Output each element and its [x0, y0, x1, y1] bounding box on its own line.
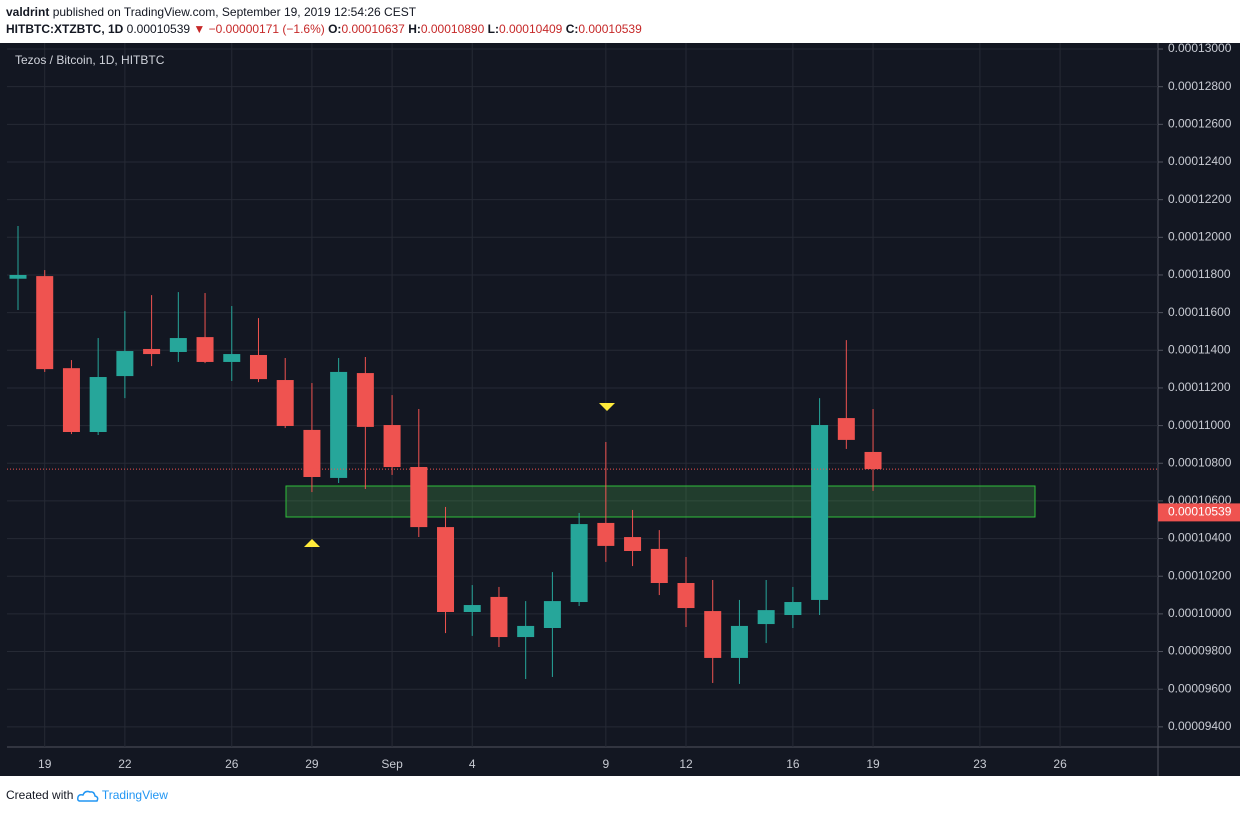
candle-body — [490, 596, 508, 638]
last-price-box — [1158, 503, 1240, 522]
candle-body — [9, 274, 27, 279]
x-tick-label: Sep — [381, 757, 403, 771]
candle-body — [864, 451, 882, 470]
candle-body — [650, 548, 668, 584]
ohlc-value: 0.00010539 — [578, 22, 642, 36]
published: published on TradingView.com, September … — [52, 5, 417, 19]
candle-body — [62, 368, 80, 432]
candle-body — [223, 354, 241, 362]
x-tick-label: 26 — [225, 757, 239, 771]
x-tick-label: 26 — [1053, 757, 1067, 771]
created: Created with — [6, 788, 74, 802]
candle-body — [784, 602, 802, 616]
chart-bg — [0, 43, 1240, 776]
ohlc-value: 0.00010637 — [341, 22, 405, 36]
candle-body — [624, 537, 642, 551]
brand-logo — [76, 790, 99, 802]
y-tick-label: 0.00012800 — [1168, 79, 1232, 93]
candle-body — [730, 625, 748, 658]
up-marker — [304, 539, 320, 547]
candle-body — [517, 625, 535, 638]
ohlc-value: 0.00010890 — [420, 22, 485, 36]
candle-body — [196, 337, 214, 362]
footer: Created with TradingView — [6, 788, 168, 803]
y-tick-label: 0.00011600 — [1168, 305, 1231, 319]
y-tick-label: 0.00012200 — [1168, 192, 1232, 206]
y-tick-label: 0.00012400 — [1168, 154, 1232, 168]
candle-body — [837, 418, 855, 440]
y-tick-label: 0.00011400 — [1168, 342, 1231, 356]
y-tick-label: 0.00012000 — [1168, 229, 1232, 243]
x-tick-label: 9 — [602, 757, 609, 771]
symbol: HITBTC:XTZBTC, 1D — [6, 22, 124, 36]
y-tick-label: 0.00010000 — [1168, 606, 1232, 620]
x-tick-label: 29 — [305, 757, 319, 771]
x-tick-label: 19 — [866, 757, 880, 771]
candle-body — [437, 527, 455, 612]
ohlc-key: O: — [328, 22, 342, 36]
x-tick-label: 23 — [973, 757, 987, 771]
candle-body — [570, 524, 588, 603]
ohlc-key: C: — [565, 22, 579, 36]
y-tick-label: 0.00010200 — [1168, 568, 1232, 582]
y-tick-label: 0.00010800 — [1168, 455, 1232, 469]
candle-body — [383, 425, 401, 468]
x-tick-label: 12 — [679, 757, 693, 771]
candle-body — [89, 377, 107, 432]
y-tick-label: 0.00009800 — [1168, 644, 1232, 658]
x-tick-label: 4 — [469, 757, 476, 771]
y-tick-label: 0.00012600 — [1168, 117, 1232, 131]
chart-title: Tezos / Bitcoin, 1D, HITBTC — [15, 53, 165, 67]
candle-body — [330, 371, 348, 478]
candle-body — [704, 611, 722, 658]
candle-body — [811, 425, 829, 600]
candle-body — [143, 348, 161, 355]
candle-body — [36, 276, 54, 370]
ohlc-key: L: — [487, 22, 499, 36]
last-price-label: 0.00010539 — [1168, 505, 1232, 519]
y-tick-label: 0.00010400 — [1168, 531, 1232, 545]
quote-line: HITBTC:XTZBTC, 1D 0.00010539 ▼ −0.000001… — [6, 22, 642, 36]
last: 0.00010539 — [126, 22, 191, 36]
change: −0.00000171 (−1.6%) — [208, 22, 325, 36]
candle-body — [597, 522, 615, 546]
publish-line: valdrint published on TradingView.com, S… — [6, 5, 416, 19]
ohlc-value: 0.00010409 — [498, 22, 563, 36]
brand[interactable]: TradingView — [101, 788, 168, 802]
candle-body — [463, 605, 481, 612]
candle-body — [410, 467, 428, 528]
candle-body — [249, 354, 267, 380]
candle-body — [356, 373, 374, 427]
candle-body — [303, 429, 321, 477]
y-tick-label: 0.00011000 — [1168, 418, 1231, 432]
y-tick-label: 0.00013000 — [1168, 41, 1232, 55]
ohlc: O:0.00010637 H:0.00010890 L:0.00010409 C… — [328, 22, 642, 36]
ohlc-key: H: — [408, 22, 421, 36]
candle-body — [169, 338, 187, 352]
candle-body — [543, 601, 561, 629]
y-tick-label: 0.00011800 — [1168, 267, 1231, 281]
x-tick-label: 19 — [38, 757, 52, 771]
x-tick-label: 16 — [786, 757, 800, 771]
y-tick-label: 0.00009400 — [1168, 719, 1232, 733]
candle-body — [116, 351, 134, 377]
candle-body — [757, 610, 775, 625]
author[interactable]: valdrint — [6, 5, 50, 19]
y-tick-label: 0.00009600 — [1168, 681, 1232, 695]
candle-body — [276, 380, 294, 426]
arrow: ▼ — [193, 22, 206, 36]
y-tick-label: 0.00011200 — [1168, 380, 1231, 394]
support-zone — [285, 485, 1036, 518]
x-tick-label: 22 — [118, 757, 132, 771]
down-marker — [599, 403, 615, 411]
candle-body — [677, 583, 695, 609]
